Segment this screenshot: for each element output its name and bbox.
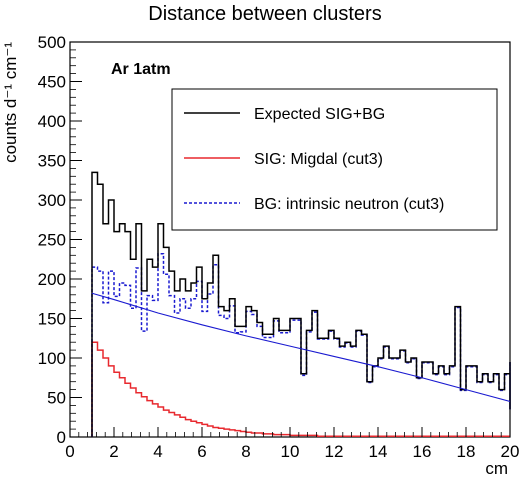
x-tick-label: 2 bbox=[109, 442, 118, 461]
y-tick-label: 200 bbox=[38, 270, 66, 289]
y-tick-label: 350 bbox=[38, 152, 66, 171]
y-tick-label: 250 bbox=[38, 231, 66, 250]
legend-label: Expected SIG+BG bbox=[254, 106, 385, 123]
y-tick-label: 450 bbox=[38, 73, 66, 92]
x-tick-label: 10 bbox=[281, 442, 300, 461]
legend: Expected SIG+BG SIG: Migdal (cut3) BG: int… bbox=[171, 88, 498, 231]
chart-title: Distance between clusters bbox=[148, 3, 381, 25]
y-tick-label: 100 bbox=[38, 349, 66, 368]
x-tick-label: 16 bbox=[413, 442, 432, 461]
legend-label: BG: intrinsic neutron (cut3) bbox=[254, 196, 444, 213]
x-tick-label: 18 bbox=[457, 442, 476, 461]
y-tick-label: 150 bbox=[38, 310, 66, 329]
annotation-ar-1atm: Ar 1atm bbox=[111, 61, 171, 78]
x-axis: 0 2 4 6 8 10 12 14 16 18 20 bbox=[65, 427, 519, 461]
y-tick-label: 400 bbox=[38, 112, 66, 131]
y-axis-title: counts d⁻¹ cm⁻¹ bbox=[1, 42, 20, 163]
y-tick-label: 0 bbox=[57, 428, 66, 447]
plot-area: 0 2 4 6 8 10 12 14 16 18 20 0 50 100 150 200 250 300 350 4… bbox=[38, 33, 520, 461]
x-tick-label: 20 bbox=[501, 442, 520, 461]
x-tick-label: 14 bbox=[369, 442, 388, 461]
y-tick-label: 50 bbox=[47, 389, 66, 408]
x-tick-label: 12 bbox=[325, 442, 344, 461]
series-line-3 bbox=[91, 292, 511, 402]
x-axis-title: cm bbox=[485, 459, 508, 478]
x-tick-label: 0 bbox=[65, 442, 74, 461]
y-tick-label: 500 bbox=[38, 33, 66, 52]
series-line-1 bbox=[91, 341, 510, 437]
x-tick-label: 4 bbox=[153, 442, 162, 461]
y-tick-label: 300 bbox=[38, 191, 66, 210]
x-tick-label: 6 bbox=[197, 442, 206, 461]
series-layer bbox=[91, 171, 511, 437]
x-tick-label: 8 bbox=[241, 442, 250, 461]
legend-label: SIG: Migdal (cut3) bbox=[254, 151, 383, 168]
y-axis: 0 50 100 150 200 250 300 350 400 450 500 bbox=[38, 33, 82, 447]
